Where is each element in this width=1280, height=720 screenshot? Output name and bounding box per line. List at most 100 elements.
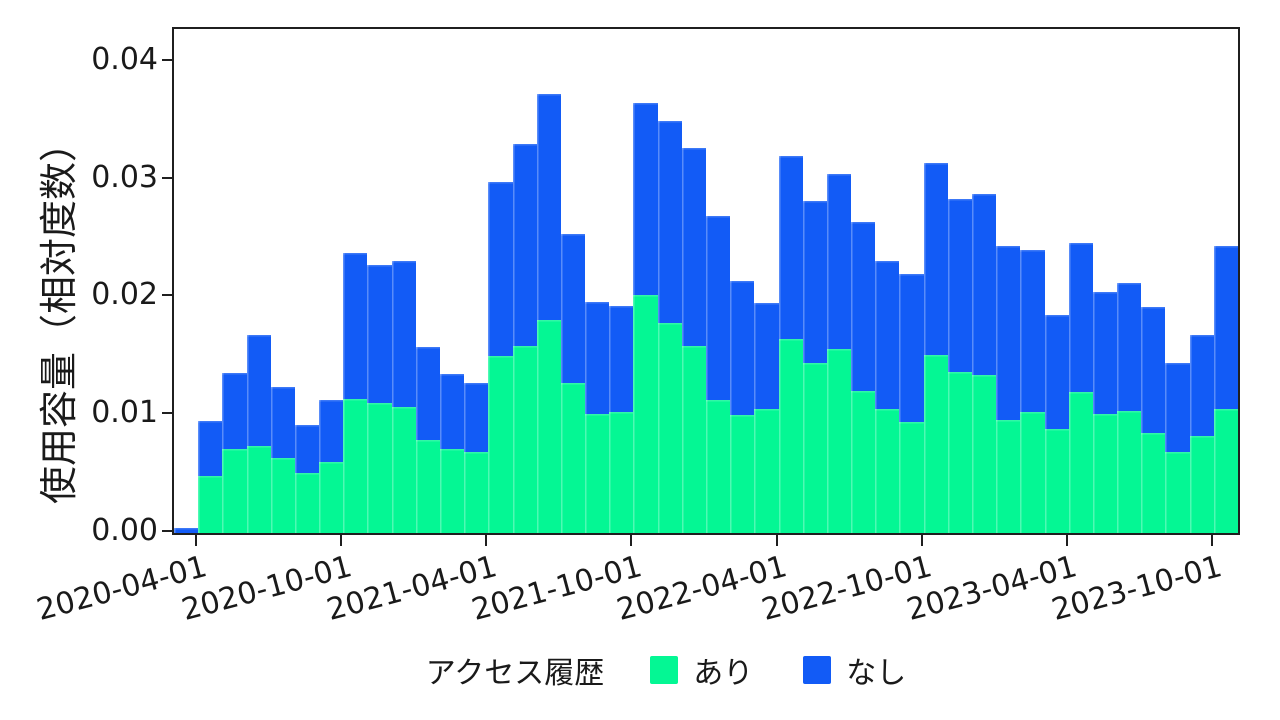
bar-segment-なし: [1092, 291, 1118, 415]
y-tick-label: 0.03: [91, 159, 158, 195]
bar-segment-あり: [947, 371, 972, 533]
y-axis-label: 使用容量（相対度数）: [37, 124, 81, 505]
bar-segment-なし: [319, 399, 344, 463]
x-tick-mark: [630, 533, 633, 546]
bar-segment-なし: [464, 383, 489, 452]
bar-2022-09: [899, 29, 924, 533]
bar-2022-11: [947, 29, 972, 533]
legend-label-nashi: なし: [846, 656, 907, 691]
y-tick-mark: [162, 176, 172, 179]
y-tick-label: 0.02: [91, 277, 158, 313]
legend-label-ari: あり: [693, 656, 754, 691]
bar-segment-なし: [972, 193, 997, 376]
bar-segment-なし: [246, 335, 271, 446]
bar-2022-01: [706, 29, 731, 533]
bar-2022-06: [826, 29, 852, 533]
bar-segment-なし: [343, 252, 368, 399]
bar-2023-09: [1189, 29, 1214, 533]
y-tick-mark: [162, 294, 172, 297]
bar-segment-なし: [488, 182, 513, 357]
y-tick-mark: [162, 530, 172, 532]
bar-segment-あり: [1020, 411, 1045, 533]
bar-segment-なし: [1165, 363, 1190, 452]
bar-2020-11: [367, 29, 392, 533]
bar-segment-あり: [681, 345, 706, 533]
bar-2022-08: [875, 29, 900, 533]
bar-segment-あり: [367, 403, 392, 533]
bar-segment-あり: [512, 345, 537, 533]
bar-segment-なし: [996, 245, 1021, 420]
bar-2021-07: [560, 29, 586, 533]
bar-segment-なし: [706, 216, 731, 400]
bar-2022-07: [851, 29, 876, 533]
bar-segment-あり: [706, 399, 731, 533]
bar-segment-なし: [851, 222, 876, 391]
bar-segment-あり: [1068, 391, 1093, 533]
bar-segment-あり: [1092, 414, 1118, 533]
bar-2022-03: [754, 29, 779, 533]
bar-segment-なし: [415, 346, 440, 440]
bar-2023-07: [1141, 29, 1166, 533]
y-tick-mark: [162, 412, 172, 415]
bar-2023-08: [1165, 29, 1190, 533]
bar-segment-なし: [440, 374, 465, 450]
bar-segment-あり: [1044, 429, 1069, 533]
bar-segment-あり: [294, 472, 320, 533]
bar-segment-なし: [778, 156, 803, 339]
legend: アクセス履歴 あり なし: [26, 648, 1280, 692]
bar-2020-07: [270, 29, 295, 533]
bar-segment-あり: [996, 419, 1021, 533]
bar-segment-なし: [1141, 306, 1166, 433]
bar-segment-あり: [198, 476, 223, 533]
legend-swatch-nashi-icon: [803, 656, 832, 684]
bar-2023-01: [996, 29, 1021, 533]
bar-2023-04: [1068, 29, 1093, 533]
bar-2020-05: [222, 29, 247, 533]
bar-2021-03: [464, 29, 489, 533]
bar-segment-あり: [754, 409, 779, 533]
bar-segment-なし: [560, 233, 586, 384]
bar-2022-10: [923, 29, 948, 533]
bar-segment-あり: [633, 295, 658, 533]
bar-segment-あり: [415, 439, 440, 533]
bar-segment-なし: [875, 261, 900, 410]
bar-segment-なし: [947, 198, 972, 372]
bar-segment-なし: [222, 372, 247, 450]
bar-segment-なし: [802, 200, 827, 364]
bar-segment-あり: [585, 414, 610, 533]
bar-2021-01: [415, 29, 440, 533]
bar-2022-02: [730, 29, 755, 533]
bar-segment-なし: [657, 120, 682, 324]
bar-segment-あり: [657, 323, 682, 533]
bar-2022-12: [972, 29, 997, 533]
y-tick-label: 0.01: [91, 395, 158, 431]
bar-2020-08: [294, 29, 320, 533]
bar-segment-あり: [851, 390, 876, 533]
bar-segment-なし: [609, 305, 634, 412]
bar-2021-12: [681, 29, 706, 533]
bar-segment-あり: [1141, 432, 1166, 533]
bar-segment-なし: [754, 303, 779, 410]
x-tick-mark: [340, 533, 343, 546]
x-tick-mark: [195, 533, 198, 546]
bar-2021-05: [512, 29, 537, 533]
y-tick-mark: [162, 58, 172, 61]
bar-segment-あり: [464, 451, 489, 533]
bar-segment-あり: [609, 411, 634, 533]
bar-2021-08: [585, 29, 610, 533]
bar-2020-09: [319, 29, 344, 533]
bar-segment-なし: [512, 144, 537, 346]
bar-segment-あり: [802, 363, 827, 533]
bar-2021-02: [440, 29, 465, 533]
bar-2023-03: [1044, 29, 1069, 533]
bar-segment-あり: [1189, 436, 1214, 533]
bar-segment-なし: [1020, 250, 1045, 412]
bar-segment-なし: [1044, 315, 1069, 430]
legend-item-ari: あり: [650, 648, 753, 692]
bar-segment-あり: [440, 449, 465, 533]
bar-segment-なし: [585, 302, 610, 415]
bar-segment-あり: [270, 457, 295, 533]
bar-segment-あり: [391, 407, 416, 533]
x-tick-mark: [1065, 533, 1068, 546]
